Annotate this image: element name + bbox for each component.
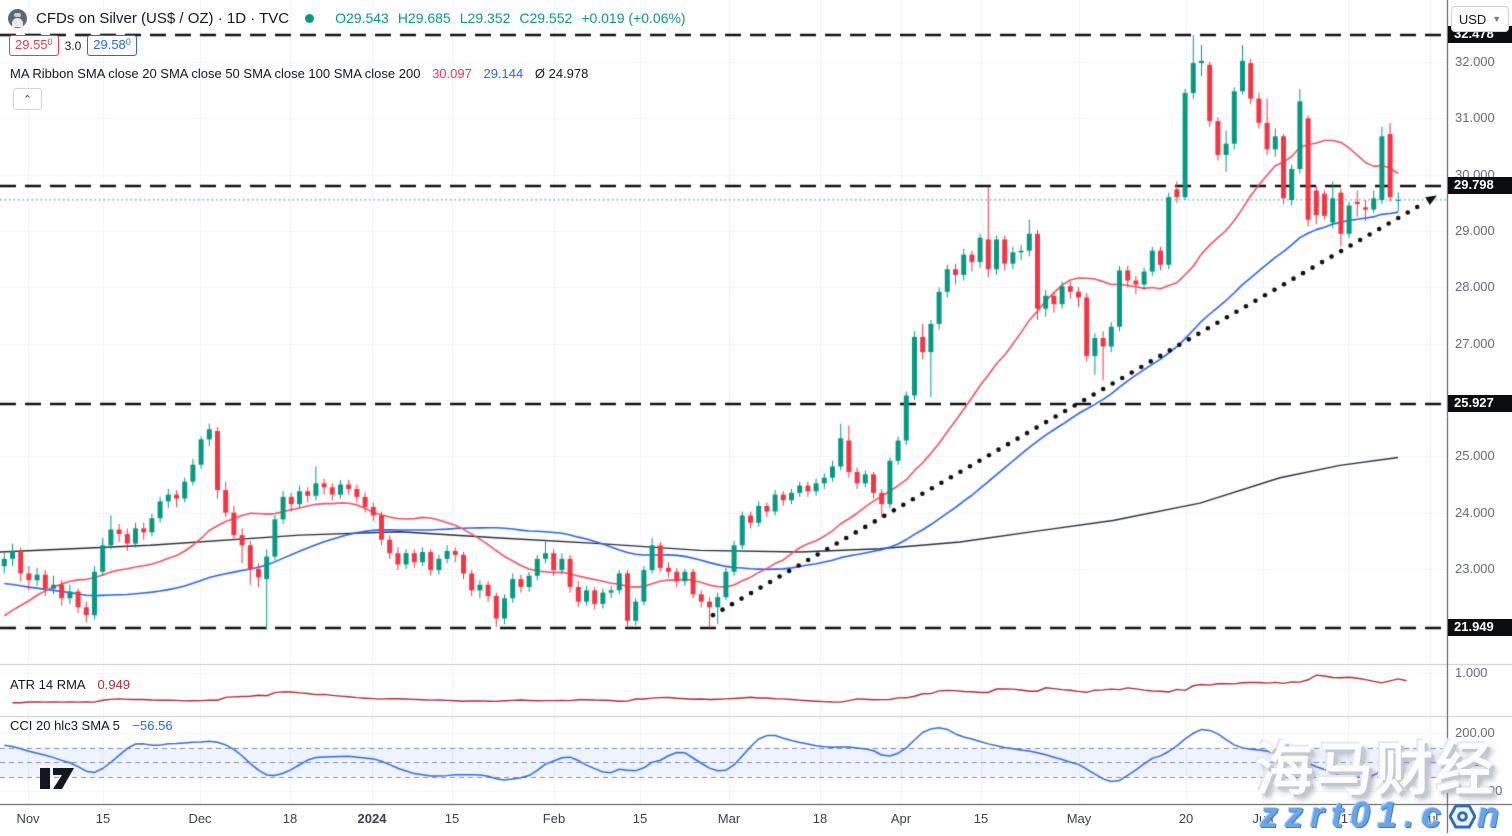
cci-legend[interactable]: CCI 20 hlc3 SMA 5 −56.56 xyxy=(10,718,173,733)
time-tick-label: 15 xyxy=(632,811,648,826)
time-tick-label: 20 xyxy=(1178,811,1194,826)
atr-legend[interactable]: ATR 14 RMA 0.949 xyxy=(10,677,130,692)
market-status-dot-icon xyxy=(305,13,315,23)
change-value: +0.019 (+0.06%) xyxy=(581,10,686,26)
high-value: H29.685 xyxy=(397,10,451,26)
price-tick-label: 31.000 xyxy=(1455,110,1495,126)
ohlc-values: O29.543 H29.685 L29.352 C29.552 +0.019 (… xyxy=(326,10,686,26)
time-tick-label: 17 xyxy=(1340,811,1356,826)
cci-label: CCI 20 hlc3 SMA 5 xyxy=(10,718,120,733)
atr-value: 0.949 xyxy=(97,677,131,692)
tradingview-logo-icon[interactable] xyxy=(40,763,77,794)
symbol-logo-icon xyxy=(8,8,27,28)
sma50-value: 29.144 xyxy=(483,66,524,81)
price-level-badge: 21.949 xyxy=(1448,619,1512,637)
chevron-down-icon: ▼ xyxy=(1492,14,1502,24)
sell-price-button[interactable]: 29.55 0 xyxy=(9,35,59,56)
time-tick-label: Feb xyxy=(542,811,566,826)
time-tick-label: May xyxy=(1066,811,1092,826)
trade-price-widget: 29.55 0 3.0 29.58 0 xyxy=(9,35,137,56)
price-tick-label: 32.000 xyxy=(1455,54,1495,69)
currency-label: USD xyxy=(1458,11,1487,27)
collapse-legend-button[interactable]: ⌃ xyxy=(13,88,42,110)
price-tick-label: 28.000 xyxy=(1455,279,1495,295)
buy-price-button[interactable]: 29.58 0 xyxy=(87,35,137,56)
currency-selector[interactable]: USD ▼ xyxy=(1451,6,1509,32)
chart-header: CFDs on Silver (US$ / OZ) · 1D · TVC O29… xyxy=(8,7,686,29)
time-tick-label: 15 xyxy=(444,811,460,826)
spread-value: 3.0 xyxy=(58,36,88,55)
price-level-badge: 25.927 xyxy=(1448,395,1512,413)
price-tick-label: 29.000 xyxy=(1455,222,1495,238)
sma20-value: 30.097 xyxy=(432,66,472,81)
price-tick-label: 24.000 xyxy=(1455,504,1495,520)
low-value: L29.352 xyxy=(459,10,511,26)
time-tick-label: Jul xyxy=(1421,811,1439,826)
cci-tick-label: 0.00 xyxy=(1455,754,1481,769)
time-tick-label: 2024 xyxy=(357,811,387,826)
open-value: O29.543 xyxy=(335,10,389,26)
close-value: C29.552 xyxy=(519,10,573,26)
time-tick-label: Jun xyxy=(1252,811,1274,826)
price-level-badge: 29.798 xyxy=(1448,177,1512,195)
atr-label: ATR 14 RMA xyxy=(10,677,85,692)
time-tick-label: 18 xyxy=(282,811,298,826)
ma-ribbon-legend[interactable]: MA Ribbon SMA close 20 SMA close 50 SMA … xyxy=(10,66,588,81)
time-tick-label: Dec xyxy=(188,811,212,826)
time-tick-label: 18 xyxy=(812,811,828,826)
time-tick-label: Mar xyxy=(717,811,741,826)
cci-tick-label: 200.00 xyxy=(1455,725,1495,740)
time-tick-label: Apr xyxy=(890,811,912,826)
symbol-title[interactable]: CFDs on Silver (US$ / OZ) · 1D · TVC xyxy=(36,9,290,27)
price-tick-label: 27.000 xyxy=(1455,335,1495,351)
cci-tick-label: −200.00 xyxy=(1455,783,1503,798)
atr-tick-label: 1.000 xyxy=(1455,665,1488,680)
time-tick-label: Nov xyxy=(16,811,40,826)
time-tick-label: 15 xyxy=(95,811,111,826)
time-tick-label: 15 xyxy=(973,811,989,826)
cci-value: −56.56 xyxy=(132,718,173,733)
ma-ribbon-label: MA Ribbon SMA close 20 SMA close 50 SMA … xyxy=(10,66,421,81)
ma-average-value: Ø 24.978 xyxy=(534,66,589,81)
price-tick-label: 23.000 xyxy=(1455,560,1495,576)
price-tick-label: 25.000 xyxy=(1455,448,1495,464)
